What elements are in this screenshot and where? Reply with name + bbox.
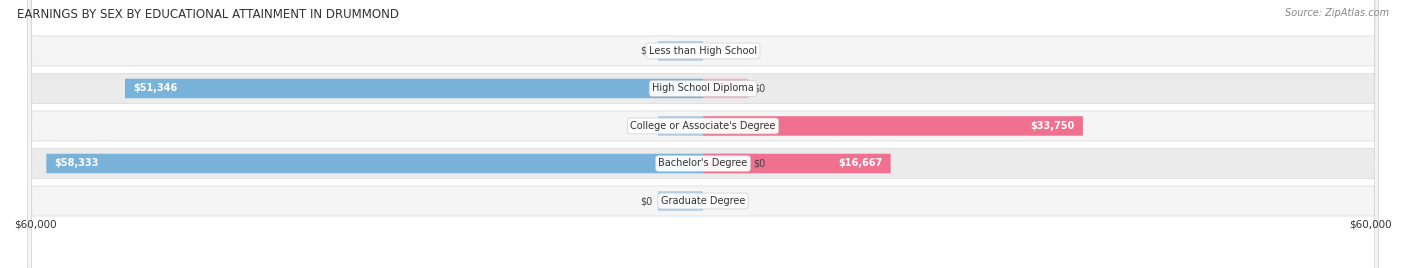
Text: Source: ZipAtlas.com: Source: ZipAtlas.com — [1285, 8, 1389, 18]
FancyBboxPatch shape — [125, 79, 703, 98]
Text: Less than High School: Less than High School — [650, 46, 756, 56]
Text: Bachelor's Degree: Bachelor's Degree — [658, 158, 748, 169]
Text: $0: $0 — [640, 196, 652, 206]
Text: $0: $0 — [640, 121, 652, 131]
Text: Graduate Degree: Graduate Degree — [661, 196, 745, 206]
Text: $16,667: $16,667 — [838, 158, 883, 169]
Text: $33,750: $33,750 — [1031, 121, 1074, 131]
Text: $51,346: $51,346 — [134, 83, 177, 94]
FancyBboxPatch shape — [28, 0, 1378, 268]
Legend: Male, Female: Male, Female — [650, 267, 756, 268]
Text: $58,333: $58,333 — [55, 158, 98, 169]
FancyBboxPatch shape — [28, 0, 1378, 268]
FancyBboxPatch shape — [28, 0, 1378, 268]
Text: $0: $0 — [754, 83, 766, 94]
FancyBboxPatch shape — [703, 116, 1083, 136]
FancyBboxPatch shape — [46, 154, 703, 173]
Text: EARNINGS BY SEX BY EDUCATIONAL ATTAINMENT IN DRUMMOND: EARNINGS BY SEX BY EDUCATIONAL ATTAINMEN… — [17, 8, 399, 21]
FancyBboxPatch shape — [703, 79, 748, 98]
FancyBboxPatch shape — [658, 116, 703, 136]
FancyBboxPatch shape — [703, 154, 748, 173]
Text: High School Diploma: High School Diploma — [652, 83, 754, 94]
Text: $0: $0 — [640, 46, 652, 56]
Text: College or Associate's Degree: College or Associate's Degree — [630, 121, 776, 131]
FancyBboxPatch shape — [658, 191, 703, 211]
FancyBboxPatch shape — [28, 0, 1378, 268]
FancyBboxPatch shape — [658, 41, 703, 61]
Text: $60,000: $60,000 — [1350, 220, 1392, 230]
Text: $0: $0 — [754, 158, 766, 169]
FancyBboxPatch shape — [703, 154, 890, 173]
Text: $60,000: $60,000 — [14, 220, 56, 230]
FancyBboxPatch shape — [28, 0, 1378, 268]
